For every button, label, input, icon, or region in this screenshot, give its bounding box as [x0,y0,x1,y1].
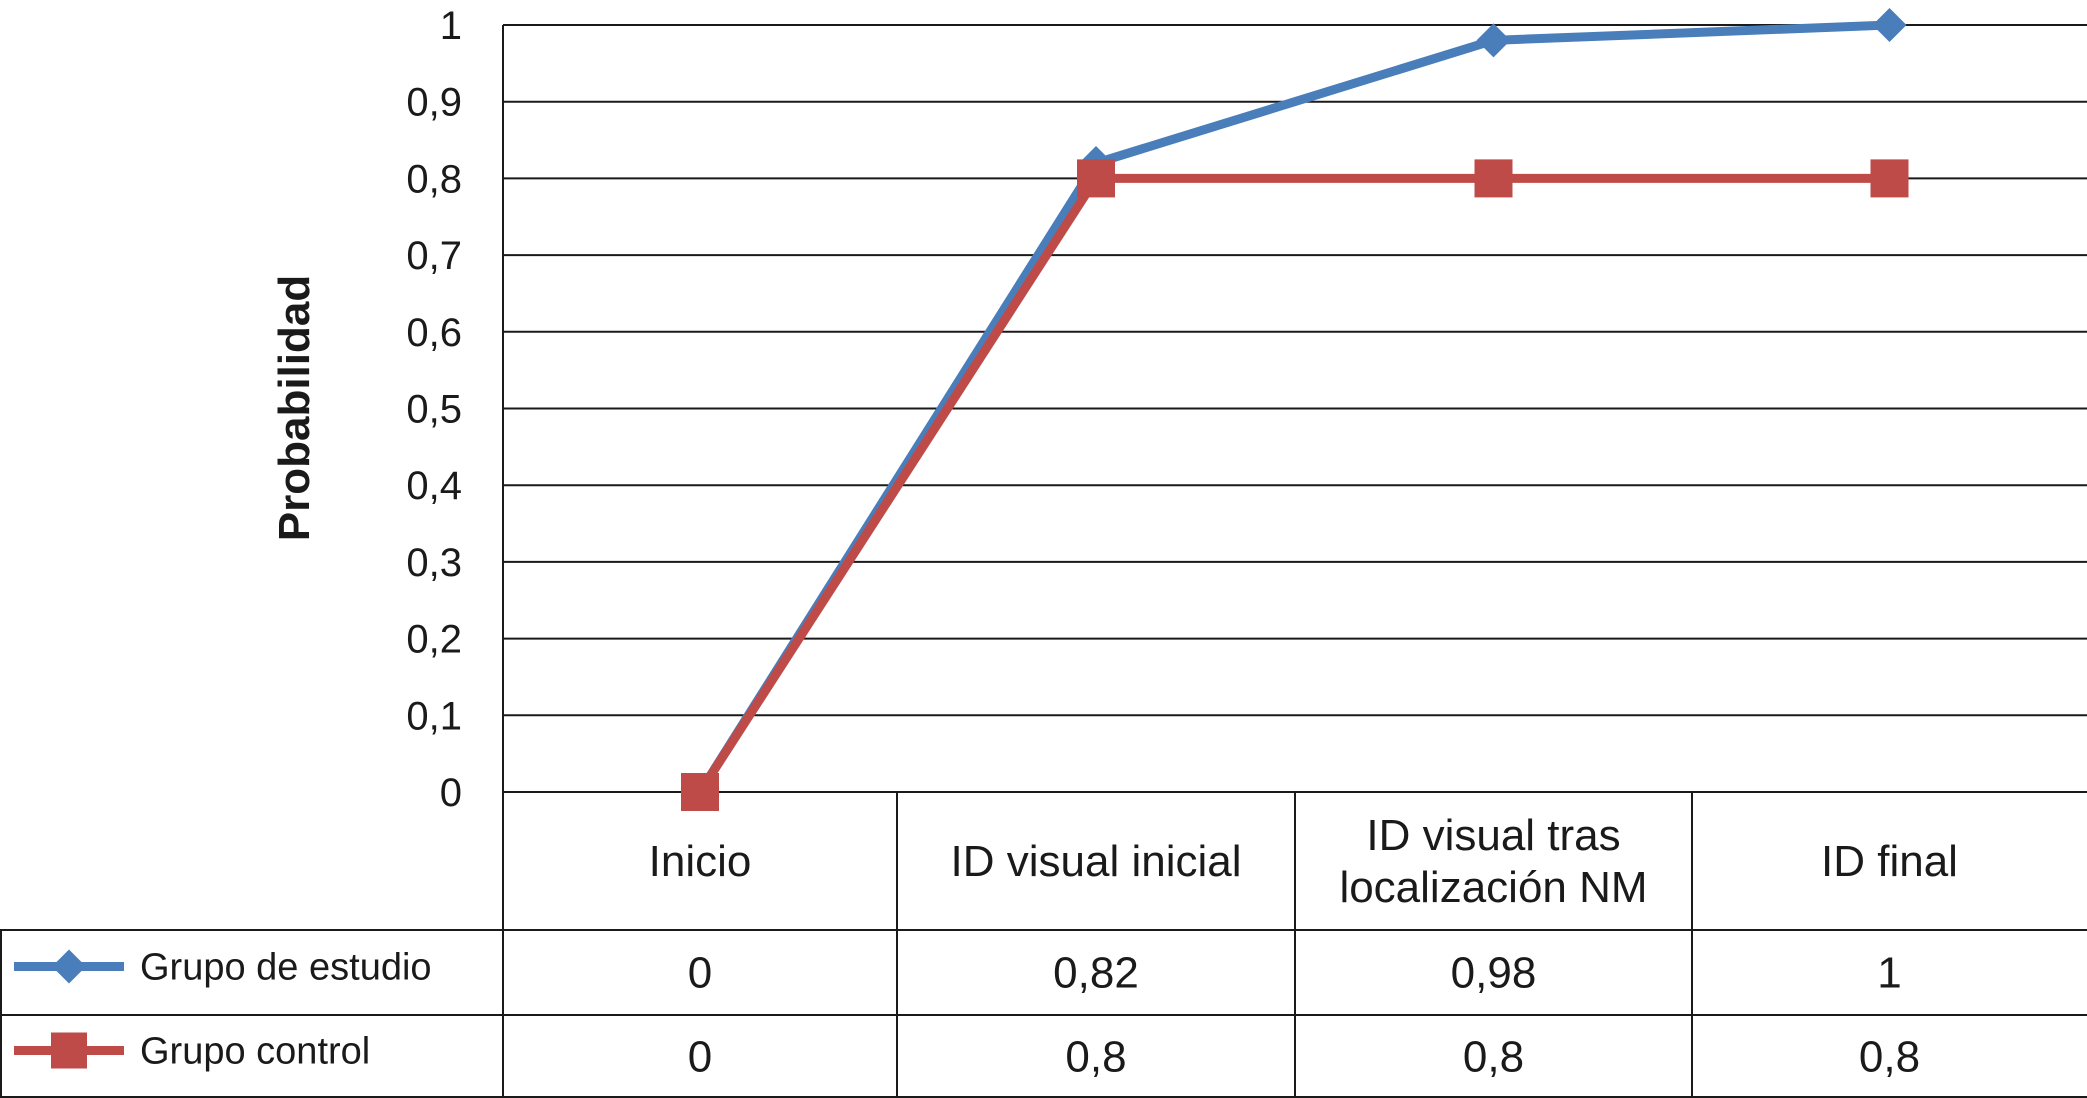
y-axis-ticks: 0 0,1 0,2 0,3 0,4 0,5 0,6 0,7 0,8 0,9 1 [406,4,462,815]
data-point-marker [1476,23,1511,58]
data-point-marker [681,773,719,811]
legend-key-marker [52,949,86,984]
data-point-marker [1077,159,1115,198]
data-point-marker [1872,8,1907,42]
y-axis-label: Probabilidad [270,275,319,541]
y-tick-label: 0,2 [406,618,462,662]
data-table-cell: 0,82 [1053,949,1139,998]
category-label: ID visual inicial [951,837,1242,886]
y-tick-label: 0,5 [406,388,462,432]
legend-label: Grupo control [140,1031,370,1073]
category-label: ID visual tras [1366,811,1620,860]
y-tick-label: 0,9 [406,81,462,125]
y-tick-label: 1 [440,4,462,48]
series-lines [681,8,1909,811]
y-tick-label: 0,4 [406,464,462,508]
gridlines [503,24,2087,793]
y-tick-label: 0 [440,771,462,815]
data-table-cell: 0 [688,1033,712,1082]
legend: Grupo de estudio Grupo control [14,947,432,1073]
data-table-cell: 0,8 [1065,1033,1126,1082]
y-tick-label: 0,7 [406,234,462,278]
data-table-cell: 0,8 [1463,1033,1524,1082]
data-point-marker [1474,159,1513,198]
y-tick-label: 0,1 [406,694,462,738]
y-tick-label: 0,3 [406,541,462,585]
category-labels: Inicio ID visual inicial ID visual trasloc… [649,811,1958,912]
legend-key-marker [51,1032,87,1069]
category-label: ID final [1821,837,1958,886]
category-label: Inicio [649,837,752,886]
data-table-cell: 0 [688,949,712,998]
data-table-cell: 0,98 [1451,949,1537,998]
legend-label: Grupo de estudio [140,947,432,989]
category-label: localización NM [1339,863,1647,912]
data-table-cell: 1 [1877,949,1901,998]
y-tick-label: 0,8 [406,157,462,201]
data-point-marker [1870,159,1909,198]
y-tick-label: 0,6 [406,311,462,355]
data-table-cell: 0,8 [1859,1033,1920,1082]
series-line [696,173,1890,795]
data-table: 0 0,82 0,98 1 0 0,8 0,8 0,8 [0,25,2087,1098]
